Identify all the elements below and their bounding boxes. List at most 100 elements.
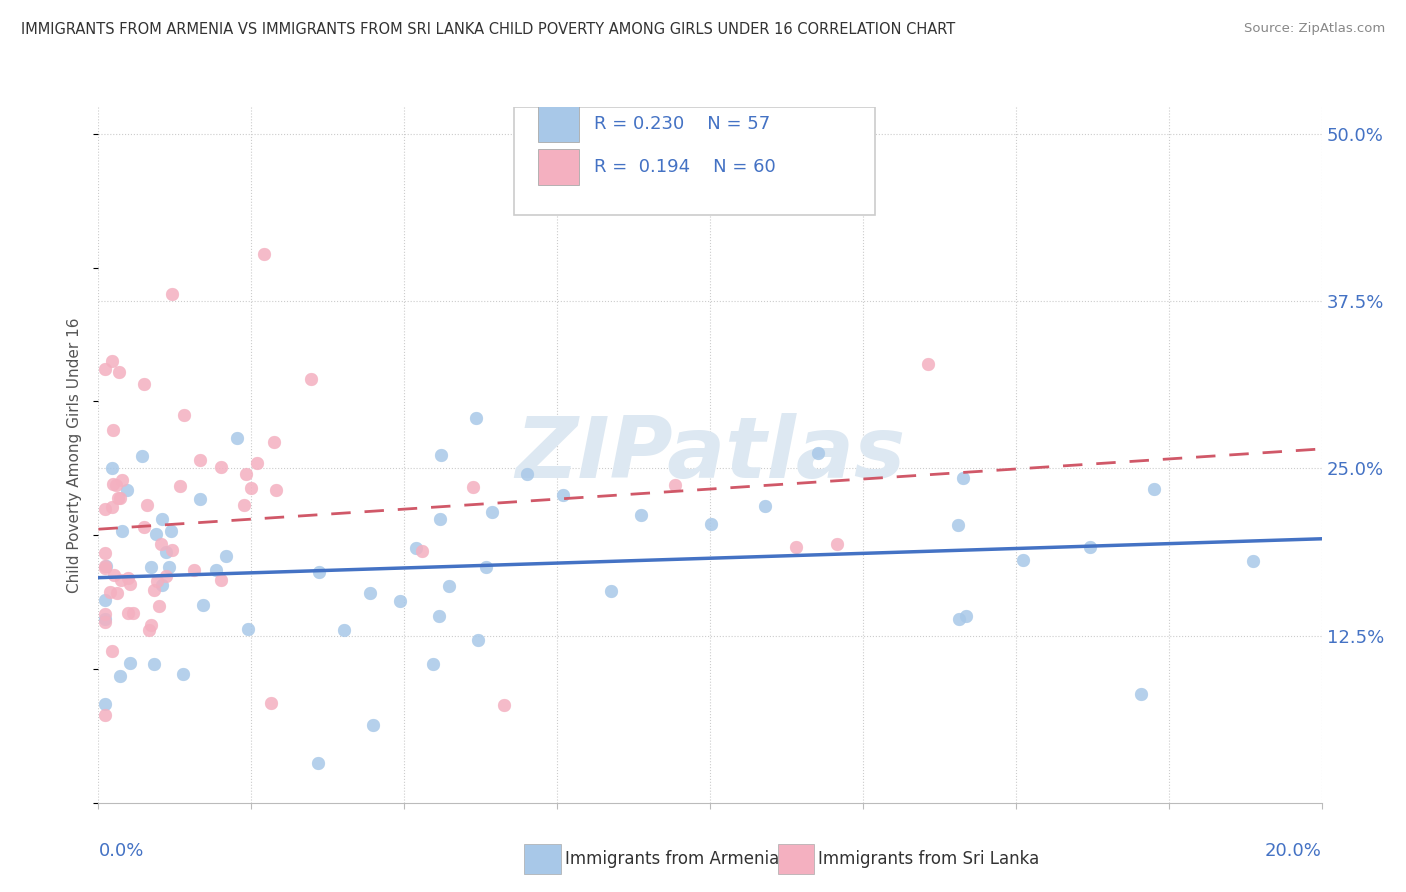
Point [139, 618, 162, 632]
Point [952, 471, 974, 485]
Text: R =  0.194    N = 60: R = 0.194 N = 60 [593, 158, 776, 176]
Text: IMMIGRANTS FROM ARMENIA VS IMMIGRANTS FROM SRI LANKA CHILD POVERTY AMONG GIRLS U: IMMIGRANTS FROM ARMENIA VS IMMIGRANTS FR… [21, 22, 955, 37]
Point [157, 560, 180, 574]
Point [827, 537, 849, 551]
Point [107, 491, 129, 505]
Point [236, 622, 259, 636]
Point [111, 524, 134, 538]
Point [132, 520, 155, 534]
Point [948, 612, 970, 626]
Point [100, 461, 122, 475]
Point [411, 544, 433, 558]
Point [209, 574, 232, 588]
Y-axis label: Child Poverty Among Girls Under 16: Child Poverty Among Girls Under 16 [67, 318, 83, 592]
Point [1078, 540, 1101, 554]
Point [664, 477, 686, 491]
Point [136, 498, 159, 512]
Point [191, 598, 214, 612]
Point [785, 540, 807, 554]
Point [93, 612, 115, 626]
Point [134, 376, 156, 391]
Point [103, 567, 125, 582]
Point [150, 512, 173, 526]
Point [700, 517, 723, 532]
Point [148, 599, 170, 614]
Point [117, 606, 139, 620]
Point [93, 615, 115, 630]
Point [252, 247, 274, 261]
Text: ZIPatlas: ZIPatlas [515, 413, 905, 497]
Point [101, 423, 124, 437]
Point [138, 623, 160, 637]
Point [1241, 553, 1264, 567]
Point [215, 549, 238, 563]
Point [226, 431, 249, 445]
Point [389, 594, 412, 608]
Point [461, 480, 484, 494]
Point [118, 656, 141, 670]
Point [150, 536, 173, 550]
Point [807, 446, 830, 460]
Point [122, 606, 145, 620]
Point [266, 483, 288, 498]
Point [188, 492, 211, 507]
Point [100, 585, 122, 599]
Point [437, 579, 460, 593]
Point [183, 563, 205, 577]
Point [172, 667, 194, 681]
Point [105, 585, 128, 599]
Point [104, 478, 127, 492]
Point [93, 362, 115, 376]
Text: 20.0%: 20.0% [1265, 842, 1322, 860]
Point [160, 542, 183, 557]
Point [93, 593, 115, 607]
Point [422, 657, 444, 671]
Point [108, 365, 131, 379]
Point [101, 643, 124, 657]
Point [946, 517, 969, 532]
Point [101, 500, 124, 514]
Point [430, 449, 453, 463]
Point [630, 508, 652, 523]
Point [155, 545, 177, 559]
Point [93, 501, 115, 516]
Point [405, 541, 427, 555]
Point [363, 718, 385, 732]
Point [333, 623, 356, 637]
Point [110, 669, 132, 683]
Point [917, 357, 939, 371]
Point [150, 578, 173, 592]
Point [209, 460, 232, 475]
Point [110, 573, 132, 587]
Point [553, 488, 575, 502]
Point [233, 498, 256, 512]
Point [160, 287, 183, 301]
Point [169, 479, 191, 493]
Point [600, 584, 623, 599]
Point [141, 559, 163, 574]
Text: R = 0.230    N = 57: R = 0.230 N = 57 [593, 115, 770, 133]
Text: Immigrants from Sri Lanka: Immigrants from Sri Lanka [818, 850, 1039, 868]
Point [307, 756, 329, 770]
FancyBboxPatch shape [537, 149, 579, 185]
Point [93, 561, 115, 575]
Point [481, 504, 503, 518]
Point [308, 565, 330, 579]
Point [111, 473, 134, 487]
Point [93, 546, 115, 560]
Point [475, 560, 498, 574]
Point [955, 608, 977, 623]
Point [239, 481, 262, 495]
Point [145, 574, 167, 588]
Point [173, 408, 195, 422]
Text: Immigrants from Armenia: Immigrants from Armenia [565, 850, 779, 868]
Text: 0.0%: 0.0% [98, 842, 143, 860]
Point [205, 562, 228, 576]
Point [467, 633, 489, 648]
Point [93, 559, 115, 574]
Point [160, 524, 183, 539]
Point [246, 456, 269, 470]
Point [94, 697, 117, 711]
Point [94, 558, 117, 573]
Point [120, 577, 142, 591]
